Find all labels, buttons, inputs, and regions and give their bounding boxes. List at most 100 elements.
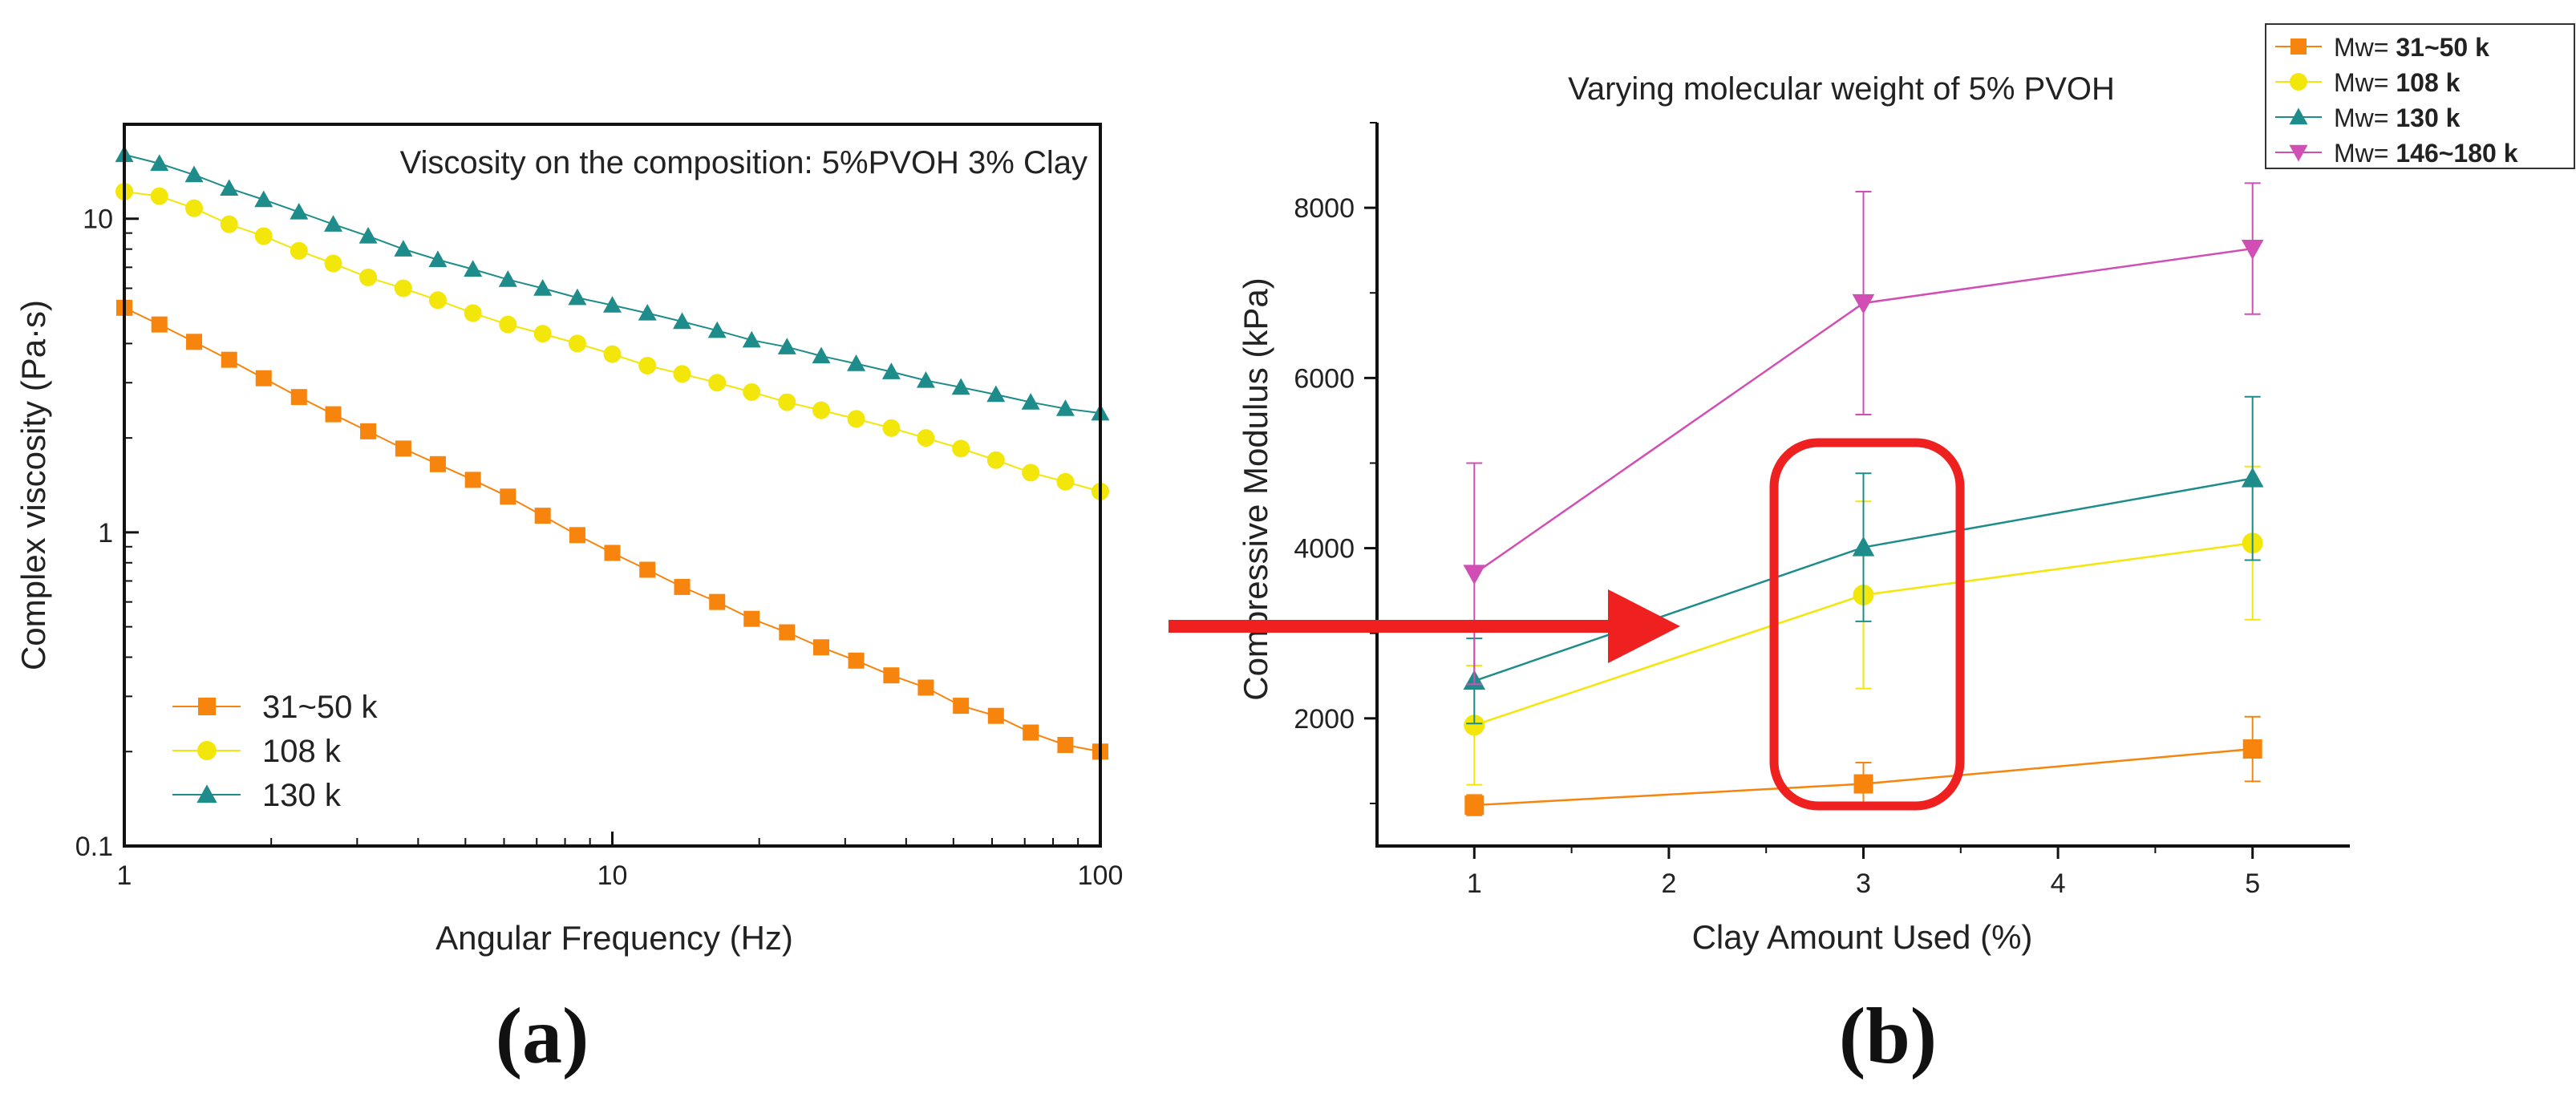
data-point <box>812 401 831 419</box>
data-point <box>150 187 168 205</box>
data-point <box>359 268 378 286</box>
x-tick-label: 1 <box>117 860 132 891</box>
data-point <box>779 624 796 641</box>
data-point <box>673 312 692 330</box>
legend-label: Mw= 31~50 k <box>2334 33 2489 62</box>
chart-b-xlabel: Clay Amount Used (%) <box>1692 918 2033 956</box>
data-point <box>707 321 727 338</box>
data-point <box>500 488 516 505</box>
data-point <box>987 707 1004 724</box>
data-point <box>150 154 169 172</box>
highlight-box <box>1769 438 1965 811</box>
data-point <box>1021 393 1040 410</box>
legend-marker <box>196 784 217 804</box>
x-tick-label: 1 <box>1467 868 1482 899</box>
chart-a-series <box>115 145 1110 760</box>
data-point <box>847 354 866 371</box>
data-point <box>254 190 273 208</box>
data-point <box>742 330 761 348</box>
data-point <box>1057 736 1074 753</box>
legend-label: Mw= 130 k <box>2334 103 2461 132</box>
data-point <box>709 593 726 610</box>
chart-b-series <box>1463 182 2264 816</box>
data-point <box>673 365 691 383</box>
data-point <box>290 241 308 260</box>
data-point <box>743 383 761 401</box>
data-point <box>1463 565 1486 585</box>
x-tick-label: 5 <box>2245 868 2260 899</box>
data-point <box>1464 795 1484 816</box>
data-point <box>568 334 586 353</box>
data-point <box>1464 714 1485 736</box>
data-point <box>499 315 517 334</box>
data-point <box>360 423 377 439</box>
y-tick-label: 4000 <box>1294 534 1355 565</box>
y-tick-label: 10 <box>83 204 113 235</box>
legend-label: Mw= 108 k <box>2334 68 2461 97</box>
data-point <box>1853 774 1873 794</box>
x-tick-label: 3 <box>1856 868 1871 899</box>
legend-prefix: Mw= <box>2334 139 2396 168</box>
legend-marker <box>197 741 217 760</box>
data-point <box>290 202 309 220</box>
data-point <box>986 385 1006 403</box>
legend-label: 31~50 k <box>262 690 378 725</box>
data-point <box>184 165 204 183</box>
data-point <box>151 316 168 333</box>
data-point <box>951 378 970 395</box>
y-tick-label: 8000 <box>1294 193 1355 224</box>
legend-marker <box>198 698 216 715</box>
data-point <box>953 698 970 714</box>
x-tick-label: 2 <box>1661 868 1676 899</box>
chart-b-title: Varying molecular weight of 5% PVOH <box>1568 71 2115 107</box>
data-point <box>325 406 342 423</box>
legend-marker <box>2290 38 2307 55</box>
data-point <box>1055 399 1075 416</box>
data-point <box>185 199 204 217</box>
legend-marker <box>2289 144 2308 162</box>
data-point <box>464 472 481 488</box>
data-point <box>743 610 760 627</box>
y-tick-label: 1 <box>98 518 113 548</box>
legend-label: Mw= 146~180 k <box>2334 139 2518 168</box>
data-point <box>324 254 342 273</box>
data-point <box>882 419 901 437</box>
data-point <box>1023 724 1039 741</box>
data-point <box>674 578 691 595</box>
data-point <box>394 240 413 257</box>
chart-a-frame <box>123 123 1102 848</box>
data-point <box>498 270 517 287</box>
data-point <box>1852 536 1875 557</box>
x-tick-label: 100 <box>1078 860 1124 891</box>
data-point <box>986 451 1005 469</box>
data-point <box>917 679 934 696</box>
data-point <box>358 226 378 244</box>
chart-b-ylabel: Compressive Modulus (kPa) <box>1237 277 1274 701</box>
data-point <box>533 279 553 296</box>
data-point <box>813 639 830 656</box>
data-point <box>569 527 585 544</box>
data-point <box>220 179 239 196</box>
legend-prefix: Mw= <box>2334 33 2396 62</box>
data-point <box>638 303 657 321</box>
data-point <box>777 338 796 354</box>
data-point <box>464 304 482 322</box>
data-point <box>464 260 483 277</box>
chart-a-title: Viscosity on the composition: 5%PVOH 3% … <box>400 145 1088 180</box>
data-point <box>2241 240 2264 260</box>
data-point <box>812 346 831 364</box>
legend-label: 108 k <box>262 734 342 769</box>
y-tick-label: 0.1 <box>75 832 113 862</box>
data-point <box>1852 293 1875 314</box>
data-point <box>221 351 237 368</box>
legend-marker <box>2290 73 2307 91</box>
red-arrow <box>1169 589 1680 663</box>
x-tick-label: 4 <box>2051 868 2066 899</box>
legend-series-name: 146~180 k <box>2396 139 2517 168</box>
chart-b-legend: Mw= 31~50 k Mw= 108 k Mw= 130 k Mw= 146~180… <box>2265 23 2575 169</box>
data-point <box>778 393 796 411</box>
data-point <box>638 356 657 374</box>
data-point <box>186 334 203 350</box>
